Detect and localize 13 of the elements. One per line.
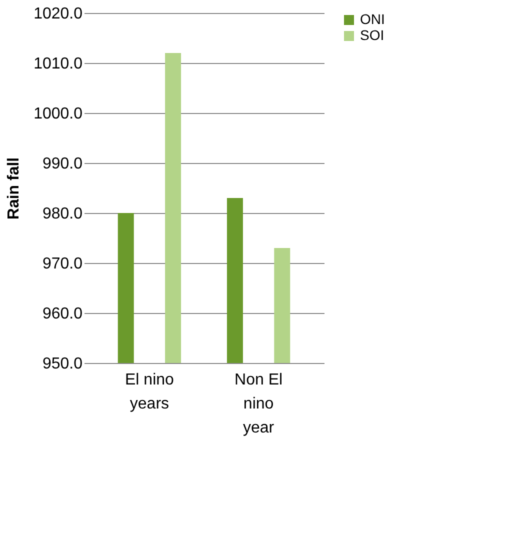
x-tick-label: El nino years <box>124 372 174 412</box>
y-tick-label: 950.0 <box>42 356 83 372</box>
y-tick-label: 1020.0 <box>34 6 83 22</box>
y-tick-label: 980.0 <box>42 206 83 222</box>
x-tick-label: Non El nino year <box>234 372 283 436</box>
y-tick-label: 960.0 <box>42 306 83 322</box>
legend-label: ONI <box>360 11 385 27</box>
y-tick-label: 1010.0 <box>34 56 83 72</box>
y-tick-label: 1000.0 <box>34 106 83 122</box>
y-tick-label: 990.0 <box>42 156 83 172</box>
y-tick-label: 970.0 <box>42 256 83 272</box>
legend-label: SOI <box>360 27 384 43</box>
y-axis-title: Rain fall <box>6 157 23 220</box>
